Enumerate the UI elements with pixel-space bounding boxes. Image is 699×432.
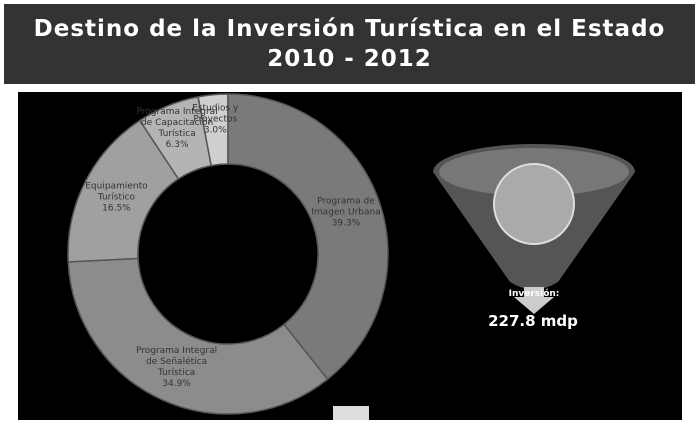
donut-slice [67,119,180,263]
donut-slice [227,93,389,381]
total: 227.8 mdp [488,312,578,330]
title-banner: Destino de la Inversión Turística en el … [4,4,695,84]
donut-slice [67,257,329,415]
slice-label: Equipamiento Turístico 16.5% [71,181,161,214]
legend-icon [333,406,369,420]
funnel-label: Inversión: [508,289,560,299]
chart-panel: Inversión: 227.8 mdp Programa de Imagen … [18,92,682,420]
category-name: Equipamiento Turístico [85,181,148,203]
slice-label: Estudios y Proyectos 3.0% [170,103,260,136]
value-label: 16.5% [102,203,131,214]
category-name: Programa de Imagen Urbana [311,196,381,218]
title: Destino de la Inversión Turística en el … [33,16,666,72]
value-label: 6.3% [165,139,189,150]
category-name: Programa Integral de Capacitación Turíst… [136,106,218,139]
value-label: 3.0% [203,125,227,136]
category-name: Estudios y Proyectos [192,103,239,125]
value-label: 34.9% [162,378,191,389]
value-label: 39.3% [331,218,361,229]
funnel [433,144,635,314]
slice-label: Programa de Imagen Urbana 39.3% [301,196,391,229]
category-name: Programa Integral de Señalética Turístic… [135,345,218,378]
slice-label: Programa Integral de Capacitación Turíst… [132,107,222,151]
funnel-circle [493,163,575,245]
slice-label: Programa Integral de Señalética Turístic… [132,346,222,390]
donut-slice [138,95,213,180]
chart [67,93,635,420]
arrow [514,287,554,314]
